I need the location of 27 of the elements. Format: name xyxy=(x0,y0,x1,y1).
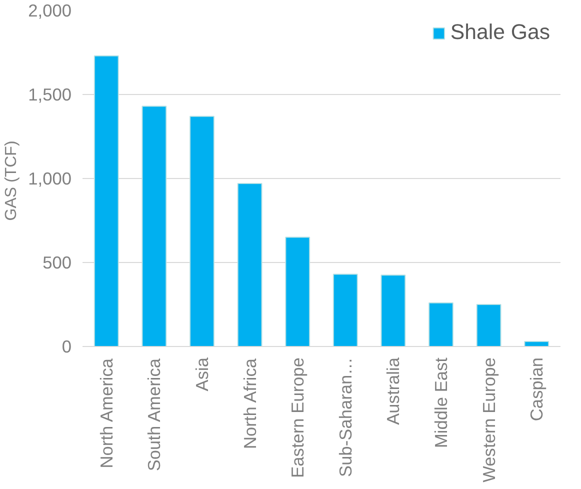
x-tick-label: Eastern Europe xyxy=(288,357,308,478)
y-tick-label: 0 xyxy=(62,336,72,356)
x-tick-label: Western Europe xyxy=(478,357,499,482)
bar xyxy=(190,116,214,346)
bar xyxy=(94,55,119,346)
bar xyxy=(476,304,502,346)
y-axis-title: GAS (TCF) xyxy=(3,140,20,221)
bar xyxy=(380,274,406,346)
y-tick-label: 2,000 xyxy=(28,0,72,20)
y-tick-label: 500 xyxy=(42,252,72,272)
y-tick-label: 1,500 xyxy=(28,84,72,104)
bar xyxy=(142,106,167,346)
x-tick-label: Sub-Saharan… xyxy=(335,357,356,477)
bar xyxy=(428,302,454,346)
bar xyxy=(285,236,310,346)
x-tick-label: Middle East xyxy=(431,357,451,448)
x-tick-label: Australia xyxy=(383,357,404,425)
y-tick-label: 1,000 xyxy=(28,168,72,188)
x-tick-label: South America xyxy=(144,358,164,472)
bar xyxy=(332,274,358,346)
bar xyxy=(524,340,550,346)
x-tick-label: North Africa xyxy=(240,358,260,449)
x-tick-label: North America xyxy=(96,358,116,468)
x-tick-label: Caspian xyxy=(526,358,547,422)
x-tick-label: Asia xyxy=(192,357,212,392)
bar xyxy=(237,183,262,346)
legend-label: Shale Gas xyxy=(450,20,550,45)
